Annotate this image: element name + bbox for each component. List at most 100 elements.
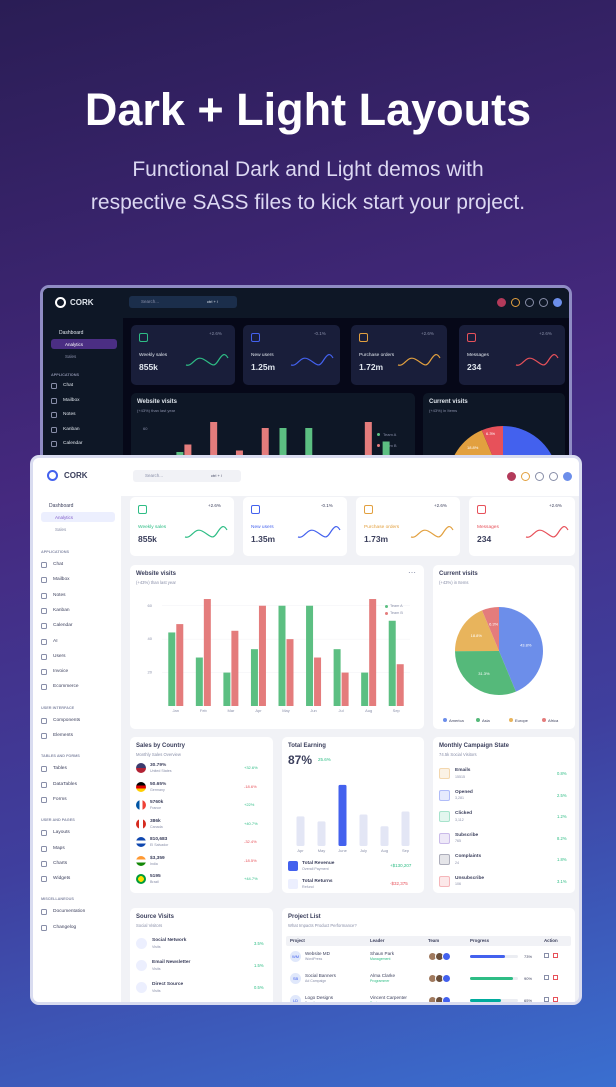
submenu-item[interactable]: Sales (65, 354, 77, 359)
panel-subtitle: 74.5k Social Visitors (439, 751, 477, 757)
panel-title: Source Visits (136, 914, 174, 920)
country-value: 810,683 (150, 837, 168, 842)
avatar: WM (290, 951, 301, 962)
stat-card: -0.1% New users 1.35m (243, 497, 347, 556)
menu-icon (51, 383, 57, 389)
menu-item[interactable]: Users (53, 653, 66, 659)
menu-item[interactable]: Dashboard (59, 330, 84, 336)
topbar-icon[interactable] (549, 472, 558, 481)
pie-label: 18.8% (471, 633, 483, 638)
brand: CORK (64, 471, 88, 480)
card-change: -0.1% (314, 331, 326, 336)
bar (306, 605, 314, 706)
menu-item[interactable]: Documentation (53, 909, 86, 915)
table-header-cell: Progress (470, 938, 490, 943)
menu-item[interactable]: Widgets (53, 876, 71, 882)
delete-button[interactable] (553, 953, 558, 958)
topbar-icon[interactable] (563, 472, 572, 481)
country-value: 30.79% (150, 763, 167, 768)
menu-item[interactable]: Maps (53, 845, 65, 851)
country-change: -32.4% (244, 839, 257, 844)
topbar-icon[interactable] (539, 298, 548, 307)
card-label: New users (251, 525, 274, 530)
legend-dot (509, 718, 513, 722)
project-sub: Branding (305, 1001, 320, 1005)
menu-item[interactable]: Changelog (53, 924, 77, 930)
bar (369, 599, 377, 706)
y-tick-label: 20 (148, 670, 153, 675)
menu-item[interactable]: Invoice (53, 669, 69, 675)
panel-subtitle: What Impacts Product Performance? (288, 922, 357, 928)
source-value: 0.5% (254, 985, 264, 990)
submenu-item[interactable]: Analytics (55, 515, 74, 520)
topbar-icon[interactable] (497, 298, 506, 307)
delete-button[interactable] (553, 975, 558, 980)
card-label: Messages (477, 525, 499, 530)
panel-title: Monthly Campaign State (439, 743, 510, 749)
menu-item[interactable]: Mailbox (53, 577, 70, 583)
topbar-icon[interactable] (553, 298, 562, 307)
menu-icon (41, 684, 47, 691)
menu-item[interactable]: Mailbox (63, 397, 80, 403)
menu-item[interactable]: Elements (53, 733, 73, 738)
topbar-icon[interactable] (507, 472, 516, 481)
menu-item[interactable]: Kanban (53, 607, 70, 613)
country-change: -18.5% (244, 857, 257, 863)
flag (136, 763, 146, 773)
menu-item[interactable]: Notes (63, 412, 76, 417)
search-box[interactable]: Search... ctrl + / (133, 470, 241, 482)
card-change: +2.6% (539, 331, 552, 336)
legend-label: Team B (383, 442, 397, 448)
panel-subtitle: (+43%) than last year (136, 579, 176, 585)
hero-subtitle: respective SASS files to kick start your… (90, 191, 526, 214)
edit-button[interactable] (544, 975, 549, 980)
hero-title: Dark + Light Layouts (84, 84, 532, 135)
table-header (286, 936, 571, 946)
menu-item[interactable]: Components (53, 717, 81, 723)
flag (136, 874, 146, 884)
menu-item[interactable]: Layouts (53, 830, 70, 836)
topbar-icon[interactable] (525, 298, 534, 307)
menu-item[interactable]: Tables (53, 766, 67, 772)
menu-item[interactable]: Ecommerce (53, 684, 79, 690)
campaign-label: Complaints (455, 854, 482, 859)
topbar-icon[interactable] (535, 472, 544, 481)
source-sub: Visits (152, 988, 161, 993)
edit-button[interactable] (544, 953, 549, 958)
menu-item[interactable]: Kanban (63, 426, 80, 432)
country-value: 50.65% (150, 781, 167, 787)
sidebar: Dashboard Analytics Sales APPLICATIONS Chat M… (33, 496, 121, 1002)
legend-dot (443, 718, 447, 722)
bar (338, 784, 347, 846)
search-box[interactable]: Search... ctrl + / (129, 296, 237, 308)
bar (250, 649, 258, 706)
menu-item[interactable]: Calendar (63, 441, 83, 446)
menu-item[interactable]: Charts (53, 860, 68, 866)
submenu-item[interactable]: Sales (55, 527, 67, 532)
menu-item[interactable]: DataTables (53, 781, 77, 787)
pie-label: 43.8% (520, 643, 532, 648)
menu-item[interactable]: Calendar (53, 623, 73, 629)
menu-item[interactable]: Chat (63, 383, 74, 388)
submenu-item[interactable]: Analytics (65, 342, 84, 347)
menu-item[interactable]: AI (53, 638, 58, 644)
edit-button[interactable] (544, 997, 549, 1002)
more-button[interactable]: ⋯ (408, 568, 416, 577)
menu-item[interactable]: Dashboard (49, 503, 74, 509)
topbar-icon[interactable] (521, 472, 530, 481)
x-tick-label: Apr (255, 708, 262, 713)
leader-name: Shaun Park (370, 951, 395, 956)
team-avatar (442, 996, 451, 1002)
delete-button[interactable] (553, 997, 558, 1002)
source-label: Email Newsletter (152, 960, 191, 965)
source-value: 3.5% (254, 941, 264, 946)
card-label: New users (251, 353, 274, 358)
card-label: Purchase orders (359, 353, 395, 358)
row-icon (439, 875, 450, 887)
panel-title: Website visits (136, 571, 176, 577)
menu-item[interactable]: Chat (53, 562, 64, 567)
topbar-icon[interactable] (511, 298, 520, 307)
menu-icon (41, 845, 47, 852)
menu-item[interactable]: Notes (53, 592, 66, 598)
menu-item[interactable]: Forms (53, 796, 67, 802)
